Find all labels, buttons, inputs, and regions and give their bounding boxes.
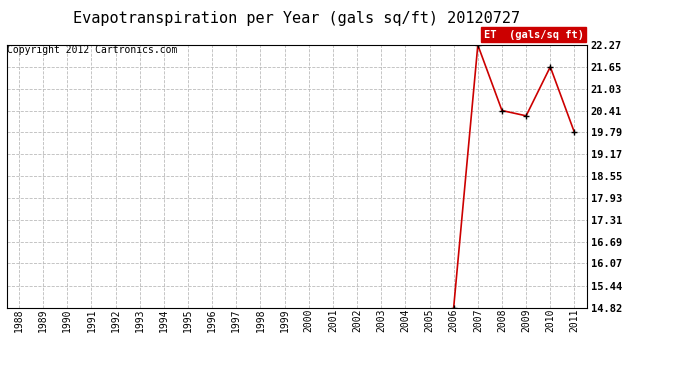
Text: Copyright 2012 Cartronics.com: Copyright 2012 Cartronics.com	[7, 45, 177, 55]
Text: Evapotranspiration per Year (gals sq/ft) 20120727: Evapotranspiration per Year (gals sq/ft)…	[73, 11, 520, 26]
Text: ET  (gals/sq ft): ET (gals/sq ft)	[484, 30, 584, 40]
